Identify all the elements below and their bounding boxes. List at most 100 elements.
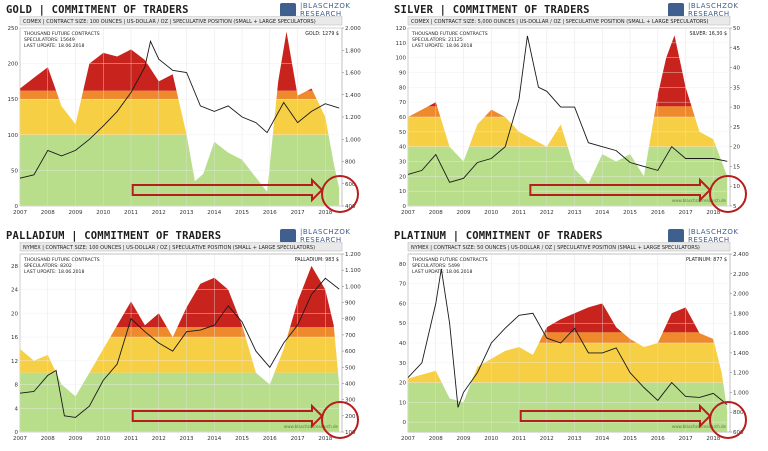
x-tick-label: 2018 (318, 436, 332, 442)
x-tick-label: 2013 (568, 436, 582, 442)
y-left-tick-label: 50 (399, 321, 406, 327)
x-tick-label: 2010 (96, 436, 110, 442)
info-line: THOUSAND FUTURE CONTRACTS (23, 31, 100, 37)
y-left-tick-label: 16 (11, 335, 18, 341)
price-tag: PLATINUM: 877 $ (686, 257, 727, 263)
x-tick-label: 2011 (512, 436, 526, 442)
platinum-chart: NYMEX | CONTRACT SIZE: 50 OUNCES | US-DO… (399, 242, 749, 442)
panel-title: GOLD | COMMITMENT OF TRADERS (6, 4, 189, 16)
y-left-tick-label: 120 (396, 26, 407, 32)
y-right-tick-label: 40 (733, 66, 740, 72)
brand-line1: |BLASCHZOK (688, 228, 739, 236)
x-tick-label: 2013 (180, 436, 194, 442)
y-right-tick-label: 1.600 (345, 71, 361, 77)
y-left-tick-label: 70 (399, 100, 406, 106)
panel-title: PLATINUM | COMMITMENT OF TRADERS (394, 230, 603, 242)
y-right-tick-label: 1.200 (345, 115, 361, 121)
panel-subtitle: COMEX | CONTRACT SIZE: 5,000 OUNCES | US… (411, 19, 708, 25)
y-left-tick-label: 12 (11, 359, 18, 365)
brand-logo: |BLASCHZOK RESEARCH (280, 228, 370, 246)
y-right-tick-label: 800 (733, 410, 744, 416)
owl-icon (280, 229, 296, 243)
x-tick-label: 2009 (457, 210, 471, 216)
y-right-tick-label: 1.400 (733, 351, 749, 357)
red-circle-annotation (709, 175, 747, 213)
red-circle-annotation (321, 175, 359, 213)
x-tick-label: 2013 (568, 210, 582, 216)
x-tick-label: 2014 (595, 210, 609, 216)
y-left-tick-label: 80 (399, 85, 406, 91)
info-line: SPECULATORS: 15649 (24, 37, 75, 43)
palladium-cot-panel: PALLADIUM | COMMITMENT OF TRADERS |BLASC… (2, 228, 378, 448)
y-left-tick-label: 10 (399, 189, 406, 195)
x-tick-label: 2018 (318, 210, 332, 216)
x-tick-label: 2017 (291, 210, 305, 216)
y-left-tick-label: 40 (399, 341, 406, 347)
y-left-tick-label: 50 (399, 130, 406, 136)
y-left-tick-label: 4 (15, 406, 19, 412)
y-left-tick-label: 110 (396, 41, 407, 47)
subtitle-bar (19, 16, 343, 26)
y-right-tick-label: 1.400 (345, 93, 361, 99)
y-left-tick-label: 250 (8, 26, 19, 32)
orange-band (408, 332, 728, 343)
y-left-tick-label: 0 (403, 420, 407, 426)
panel-subtitle: NYMEX | CONTRACT SIZE: 50 OUNCES | US-DO… (411, 245, 700, 251)
y-right-tick-label: 1.600 (733, 331, 749, 337)
orange-band (20, 327, 340, 338)
y-right-tick-label: 2.000 (733, 292, 749, 298)
x-tick-label: 2011 (512, 210, 526, 216)
x-tick-label: 2015 (235, 436, 249, 442)
y-right-tick-label: 200 (345, 414, 356, 420)
y-left-tick-label: 60 (399, 301, 406, 307)
y-right-tick-label: 100 (345, 430, 356, 436)
y-right-tick-label: 600 (733, 430, 744, 436)
subtitle-bar (407, 16, 731, 26)
info-line: SPECULATORS: 5499 (412, 263, 460, 269)
y-right-tick-label: 600 (345, 182, 356, 188)
price-tag: GOLD: 1279 $ (305, 31, 339, 37)
y-left-tick-label: 0 (15, 430, 19, 436)
y-left-tick-label: 90 (399, 71, 406, 77)
info-line: THOUSAND FUTURE CONTRACTS (411, 31, 488, 37)
y-right-tick-label: 800 (345, 317, 356, 323)
x-tick-label: 2014 (595, 436, 609, 442)
x-tick-label: 2010 (96, 210, 110, 216)
x-tick-label: 2009 (69, 210, 83, 216)
y-left-tick-label: 10 (399, 400, 406, 406)
x-tick-label: 2011 (124, 210, 138, 216)
info-line: LAST UPDATE: 18.06.2018 (412, 43, 472, 49)
brand-line2: RESEARCH (688, 236, 730, 244)
x-tick-label: 2007 (401, 210, 415, 216)
subtitle-bar (19, 242, 343, 252)
y-right-tick-label: 400 (345, 381, 356, 387)
y-right-tick-label: 2.200 (733, 272, 749, 278)
y-right-tick-label: 5 (733, 204, 737, 210)
brand-logo: |BLASCHZOK RESEARCH (668, 2, 758, 20)
y-right-tick-label: 2.000 (345, 26, 361, 32)
silver-chart: COMEX | CONTRACT SIZE: 5,000 OUNCES | US… (396, 16, 747, 216)
y-left-tick-label: 30 (399, 361, 406, 367)
y-left-tick-label: 70 (399, 282, 406, 288)
y-right-tick-label: 25 (733, 125, 740, 131)
y-left-tick-label: 0 (15, 204, 19, 210)
brand-line1: |BLASCHZOK (688, 2, 739, 10)
x-tick-label: 2007 (13, 436, 27, 442)
owl-icon (668, 229, 684, 243)
y-right-tick-label: 30 (733, 105, 740, 111)
x-tick-label: 2010 (484, 210, 498, 216)
x-tick-label: 2018 (706, 436, 720, 442)
x-tick-label: 2015 (623, 436, 637, 442)
y-left-tick-label: 20 (399, 381, 406, 387)
y-left-tick-label: 200 (8, 62, 19, 68)
y-right-tick-label: 1.000 (733, 390, 749, 396)
panel-title: SILVER | COMMITMENT OF TRADERS (394, 4, 590, 16)
price-line (19, 277, 340, 418)
brand-line2: RESEARCH (300, 236, 342, 244)
brand-line1: |BLASCHZOK (300, 2, 351, 10)
y-right-tick-label: 50 (733, 26, 740, 32)
y-right-tick-label: 15 (733, 164, 740, 170)
info-line: SPECULATORS: 8202 (24, 263, 72, 269)
y-right-tick-label: 2.400 (733, 252, 749, 258)
info-line: THOUSAND FUTURE CONTRACTS (411, 257, 488, 263)
